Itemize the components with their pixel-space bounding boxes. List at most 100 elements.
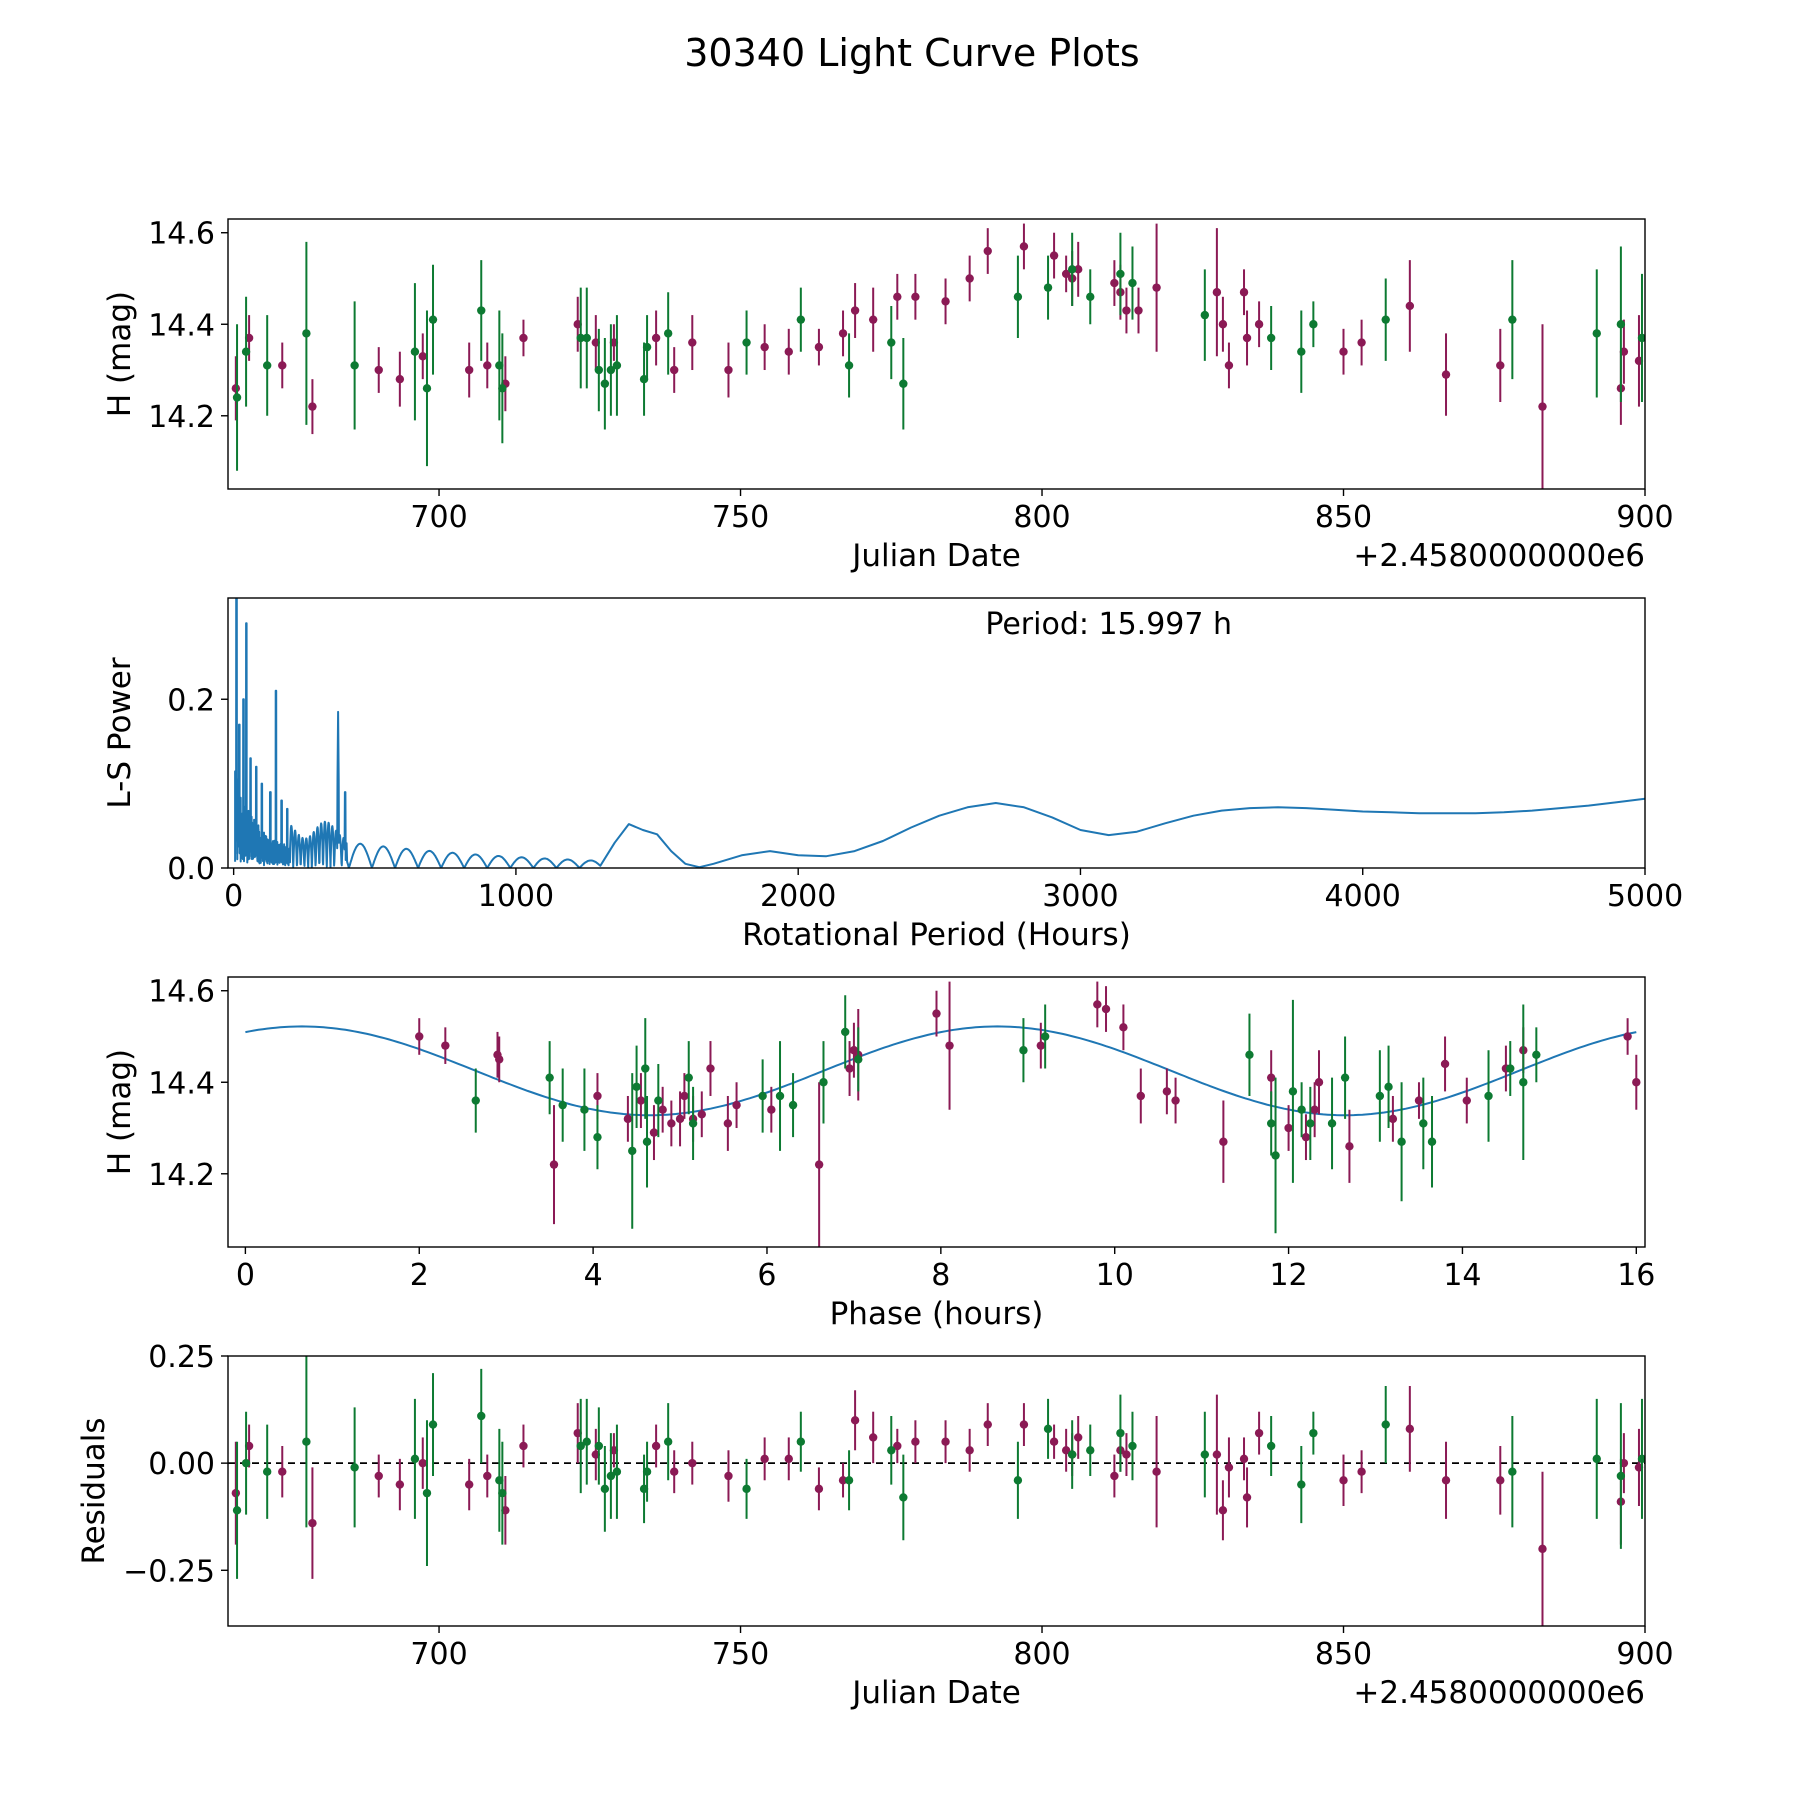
x-axis-label: Julian Date	[850, 538, 1021, 574]
data-point	[841, 1027, 850, 1037]
y-tick-label: 0.00	[148, 1447, 215, 1482]
data-point	[887, 338, 896, 347]
data-point	[1218, 1506, 1228, 1515]
periodogram-panel: Period: 15.997 h 0 1000 2000 3000 4000 5000 0.0…	[102, 597, 1683, 953]
data-point	[784, 347, 793, 356]
y-tick-label: 14.4	[148, 308, 215, 343]
data-point	[593, 1091, 602, 1101]
data-point	[1061, 1446, 1071, 1455]
data-point	[1040, 1032, 1050, 1041]
data-point	[1616, 1471, 1626, 1481]
data-point	[941, 297, 950, 306]
data-point	[428, 315, 438, 324]
data-point	[415, 1032, 424, 1041]
x-axis-label: Phase (hours)	[830, 1296, 1044, 1332]
data-point	[819, 1078, 828, 1087]
data-point	[1339, 1476, 1348, 1485]
data-point	[893, 1441, 902, 1451]
data-point	[1532, 1050, 1541, 1059]
period-annotation: Period: 15.997 h	[985, 607, 1232, 642]
data-point	[441, 1041, 450, 1050]
x-tick-label: 14	[1443, 1258, 1481, 1293]
data-point	[1212, 1450, 1222, 1459]
data-point	[302, 329, 311, 338]
x-tick-label: 6	[757, 1258, 776, 1293]
data-point	[1266, 333, 1276, 343]
x-axis-label: Julian Date	[850, 1675, 1021, 1711]
data-point	[1384, 1082, 1393, 1092]
data-point	[350, 1463, 359, 1472]
data-point	[1462, 1096, 1471, 1105]
data-point	[1036, 1041, 1046, 1050]
data-point	[775, 1091, 785, 1101]
data-point	[1242, 1493, 1252, 1502]
data-point	[899, 379, 908, 388]
x-axis-label: Rotational Period (Hours)	[742, 917, 1131, 953]
data-point	[1592, 329, 1601, 338]
data-point	[422, 384, 432, 393]
data-point	[814, 342, 824, 352]
data-point	[742, 338, 751, 347]
data-point	[1441, 370, 1451, 379]
data-point	[1224, 1463, 1234, 1472]
x-tick-label: 5000	[1607, 879, 1683, 914]
data-point	[844, 1476, 854, 1485]
data-point	[1381, 315, 1390, 324]
data-point	[723, 1119, 733, 1128]
x-tick-label: 12	[1269, 1258, 1307, 1293]
data-point	[418, 352, 427, 361]
data-point	[1093, 1000, 1102, 1009]
light-curve-series-a	[231, 223, 1644, 489]
data-point	[600, 379, 610, 388]
data-point	[670, 1467, 679, 1476]
y-tick-label: 0.0	[167, 852, 215, 887]
data-point	[1122, 1450, 1131, 1459]
data-point	[1309, 320, 1318, 329]
light-curve-plot-area	[231, 223, 1645, 489]
periodogram-plot-area	[234, 598, 1645, 868]
phase-folded-series-b	[471, 995, 1541, 1234]
data-point	[1266, 1119, 1276, 1128]
data-point	[642, 342, 652, 352]
data-point	[1297, 1480, 1306, 1489]
data-point	[495, 1055, 504, 1064]
data-point	[1128, 278, 1137, 288]
y-tick-label: 14.2	[148, 400, 215, 435]
data-point	[983, 1420, 992, 1429]
y-tick-label: 14.6	[148, 217, 215, 252]
data-point	[1357, 338, 1366, 347]
data-point	[1440, 1059, 1450, 1069]
data-point	[1061, 269, 1071, 279]
phase-folded-frame	[227, 976, 1646, 1248]
data-point	[576, 333, 585, 343]
data-point	[1310, 1105, 1319, 1114]
data-point	[697, 1110, 706, 1119]
data-point	[684, 1073, 693, 1082]
data-point	[600, 1484, 610, 1494]
data-point	[1019, 1046, 1028, 1055]
data-point	[582, 1437, 591, 1446]
data-point	[1224, 361, 1234, 370]
data-point	[1345, 1142, 1354, 1151]
phase-folded-panel: 0 2 4 6 8 10 12 14 16 14.2 14.4 14.6 Phase (hours) H …	[102, 975, 1655, 1332]
data-point	[838, 329, 848, 338]
data-point	[1381, 1420, 1390, 1429]
data-point	[1019, 1420, 1029, 1429]
data-point	[1019, 242, 1029, 251]
data-point	[965, 274, 974, 283]
data-point	[1405, 301, 1415, 311]
data-point	[1254, 1428, 1264, 1438]
data-point	[1414, 1096, 1424, 1105]
residuals-panel: 700 750 800 850 900 0.25 0.00 −0.25 Julian Date R…	[76, 1340, 1674, 1711]
data-point	[1388, 1114, 1398, 1124]
data-point	[422, 1488, 432, 1498]
data-point	[623, 1114, 633, 1124]
data-point	[1067, 1450, 1077, 1459]
data-point	[1397, 1137, 1406, 1146]
data-point	[231, 384, 241, 393]
data-point	[471, 1096, 480, 1105]
data-point	[612, 1467, 622, 1476]
data-point	[651, 1441, 661, 1451]
data-point	[845, 1064, 854, 1073]
